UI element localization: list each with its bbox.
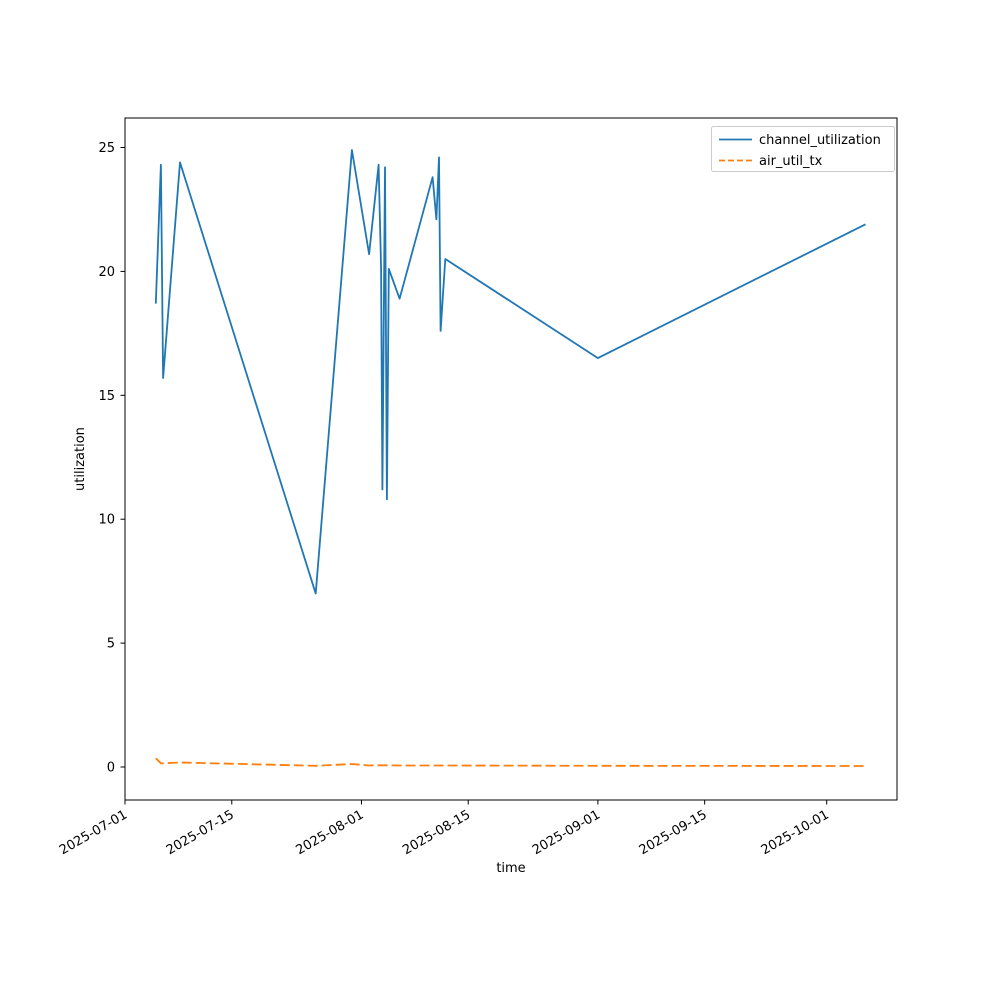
- y-tick-label: 10: [98, 513, 115, 528]
- series-air_util_tx: [155, 757, 866, 767]
- x-axis: 2025-07-01 2025-07-15 2025-08-01 2025-08-15…: [57, 800, 832, 858]
- plot-area: [124, 117, 898, 801]
- x-tick-label: 2025-10-01: [759, 807, 832, 858]
- legend[interactable]: channel_utilization air_util_tx: [711, 126, 895, 172]
- y-tick-label: 25: [98, 141, 115, 156]
- legend-label-air-util-tx: air_util_tx: [759, 154, 823, 169]
- y-tick-label: 5: [107, 637, 115, 652]
- legend-label-channel-utilization: channel_utilization: [759, 133, 881, 148]
- legend-box: [711, 126, 895, 172]
- x-tick-label: 2025-08-01: [294, 807, 367, 858]
- x-tick-label: 2025-07-01: [57, 807, 130, 858]
- x-tick-label: 2025-09-15: [637, 807, 710, 858]
- y-tick-label: 0: [107, 761, 115, 776]
- series-lines: [154, 149, 866, 767]
- y-axis: 0 5 10 15 20 25: [98, 141, 125, 776]
- x-tick-label: 2025-08-15: [400, 807, 473, 858]
- x-tick-label: 2025-07-15: [164, 807, 237, 858]
- y-axis-label: utilization: [73, 427, 88, 491]
- y-tick-label: 20: [98, 265, 115, 280]
- x-axis-label: time: [496, 861, 525, 876]
- series-channel_utilization: [154, 149, 866, 595]
- x-tick-label: 2025-09-01: [530, 807, 603, 858]
- y-tick-label: 15: [98, 389, 115, 404]
